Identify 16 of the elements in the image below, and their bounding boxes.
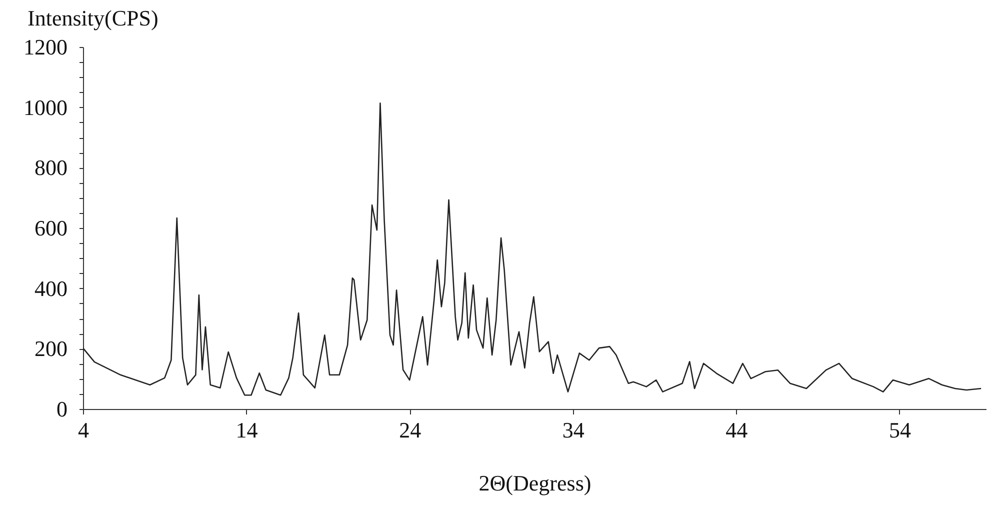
y-tick-label: 600 bbox=[34, 216, 68, 240]
y-tick-label: 0 bbox=[56, 396, 68, 422]
x-tick-label: 54 bbox=[888, 418, 911, 442]
y-axis-title: Intensity(CPS) bbox=[28, 6, 158, 30]
y-tick-label: 400 bbox=[34, 276, 68, 301]
x-tick-label: 44 bbox=[726, 418, 748, 442]
y-tick-label: 200 bbox=[34, 336, 68, 362]
y-tick-label: 800 bbox=[34, 155, 68, 180]
x-tick-label: 24 bbox=[399, 418, 422, 442]
x-tick-label: 14 bbox=[236, 418, 258, 442]
x-tick-label: 4 bbox=[78, 418, 89, 442]
line-series bbox=[83, 102, 982, 396]
y-tick-label: 1000 bbox=[24, 94, 68, 120]
y-tick-label: 1200 bbox=[24, 34, 68, 60]
x-axis-title: 2Θ(Degress) bbox=[478, 470, 592, 496]
x-tick-label: 34 bbox=[562, 418, 584, 442]
